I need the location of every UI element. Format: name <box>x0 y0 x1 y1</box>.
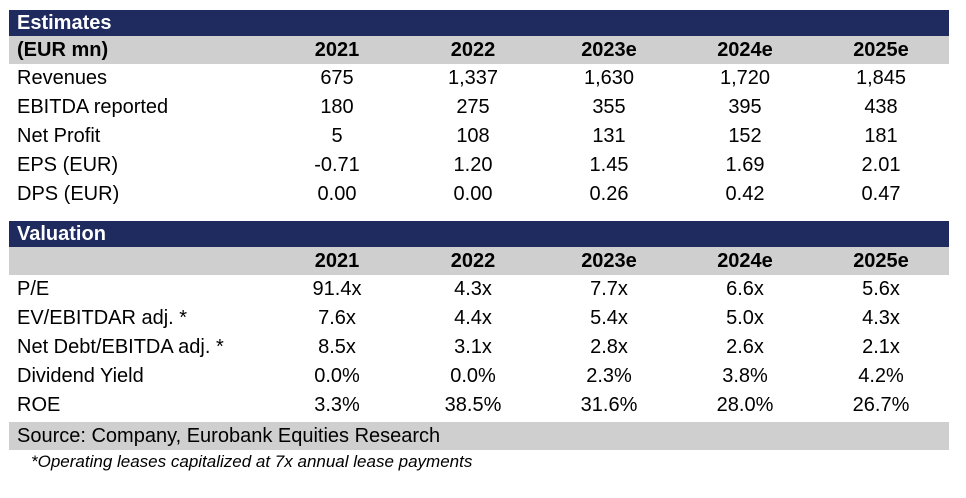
cell: 1.45 <box>589 154 629 176</box>
cell: 4.2% <box>858 365 904 387</box>
cell: 0.00 <box>317 183 357 205</box>
cell: 7.6x <box>318 307 356 329</box>
cell: 2.3% <box>586 365 632 387</box>
table-row: Net Profit 5 108 131 152 181 <box>9 122 949 151</box>
footnote: *Operating leases capitalized at 7x annu… <box>31 452 473 471</box>
cell: 38.5% <box>444 394 502 416</box>
source-line: Source: Company, Eurobank Equities Resea… <box>9 422 949 450</box>
cell: 180 <box>320 96 354 118</box>
valuation-year: 2022 <box>450 249 496 272</box>
row-label: EBITDA reported <box>17 96 169 118</box>
table-row: EV/EBITDAR adj. * 7.6x 4.4x 5.4x 5.0x 4.… <box>9 304 949 333</box>
valuation-header-row: 2021 2022 2023e 2024e 2025e <box>9 247 949 275</box>
cell: 0.47 <box>861 183 901 205</box>
financial-table: Estimates (EUR mn) 2021 2022 2023e 2024e… <box>9 10 949 474</box>
row-label: Net Profit <box>17 125 101 147</box>
row-label: DPS (EUR) <box>17 183 120 205</box>
cell: 395 <box>728 96 762 118</box>
estimates-unit-label: (EUR mn) <box>17 38 109 61</box>
valuation-year: 2024e <box>717 249 773 272</box>
cell: 1.20 <box>453 154 493 176</box>
table-row: Revenues 675 1,337 1,630 1,720 1,845 <box>9 64 949 93</box>
row-label: Net Debt/EBITDA adj. * <box>17 336 224 358</box>
cell: 181 <box>864 125 898 147</box>
estimates-year: 2023e <box>581 38 637 61</box>
row-label: ROE <box>17 394 61 416</box>
row-label: EV/EBITDAR adj. * <box>17 307 188 329</box>
cell: 0.26 <box>589 183 629 205</box>
valuation-year: 2021 <box>314 249 360 272</box>
row-label: Revenues <box>17 67 108 89</box>
cell: 152 <box>728 125 762 147</box>
valuation-year: 2023e <box>581 249 637 272</box>
table-row: EBITDA reported 180 275 355 395 438 <box>9 93 949 122</box>
cell: 4.3x <box>454 278 492 300</box>
estimates-header-row: (EUR mn) 2021 2022 2023e 2024e 2025e <box>9 36 949 64</box>
cell: 1,720 <box>719 67 771 89</box>
cell: -0.71 <box>314 154 360 176</box>
cell: 7.7x <box>590 278 628 300</box>
cell: 438 <box>864 96 898 118</box>
row-label: EPS (EUR) <box>17 154 119 176</box>
cell: 1,845 <box>855 67 907 89</box>
cell: 355 <box>592 96 626 118</box>
cell: 28.0% <box>716 394 774 416</box>
cell: 91.4x <box>312 278 362 300</box>
valuation-year: 2025e <box>853 249 909 272</box>
cell: 5.0x <box>726 307 764 329</box>
cell: 6.6x <box>726 278 764 300</box>
cell: 8.5x <box>318 336 356 358</box>
cell: 1,630 <box>583 67 635 89</box>
cell: 31.6% <box>580 394 638 416</box>
cell: 2.01 <box>861 154 901 176</box>
section-spacer <box>9 209 949 221</box>
table-row: P/E 91.4x 4.3x 7.7x 6.6x 5.6x <box>9 275 949 304</box>
cell: 5.6x <box>862 278 900 300</box>
cell: 5.4x <box>590 307 628 329</box>
cell: 131 <box>592 125 626 147</box>
cell: 3.3% <box>314 394 360 416</box>
table-row: EPS (EUR) -0.71 1.20 1.45 1.69 2.01 <box>9 151 949 180</box>
cell: 675 <box>320 67 354 89</box>
cell: 4.3x <box>862 307 900 329</box>
row-label: P/E <box>17 278 50 300</box>
cell: 2.1x <box>862 336 900 358</box>
cell: 1,337 <box>447 67 499 89</box>
estimates-year: 2022 <box>450 38 496 61</box>
table-row: DPS (EUR) 0.00 0.00 0.26 0.42 0.47 <box>9 180 949 209</box>
cell: 1.69 <box>725 154 765 176</box>
cell: 3.1x <box>454 336 492 358</box>
valuation-title: Valuation <box>9 221 949 247</box>
table-row: Net Debt/EBITDA adj. * 8.5x 3.1x 2.8x 2.… <box>9 333 949 362</box>
cell: 275 <box>456 96 490 118</box>
cell: 0.0% <box>314 365 360 387</box>
cell: 2.6x <box>726 336 764 358</box>
cell: 5 <box>331 125 343 147</box>
cell: 0.42 <box>725 183 765 205</box>
row-label: Dividend Yield <box>17 365 144 387</box>
cell: 108 <box>456 125 490 147</box>
table-row: Dividend Yield 0.0% 0.0% 2.3% 3.8% 4.2% <box>9 362 949 391</box>
estimates-year: 2021 <box>314 38 360 61</box>
estimates-title: Estimates <box>9 10 949 36</box>
cell: 3.8% <box>722 365 768 387</box>
estimates-year: 2024e <box>717 38 773 61</box>
cell: 26.7% <box>852 394 910 416</box>
cell: 4.4x <box>454 307 492 329</box>
cell: 2.8x <box>590 336 628 358</box>
table-row: ROE 3.3% 38.5% 31.6% 28.0% 26.7% <box>9 391 949 420</box>
cell: 0.00 <box>453 183 493 205</box>
cell: 0.0% <box>450 365 496 387</box>
estimates-year: 2025e <box>853 38 909 61</box>
